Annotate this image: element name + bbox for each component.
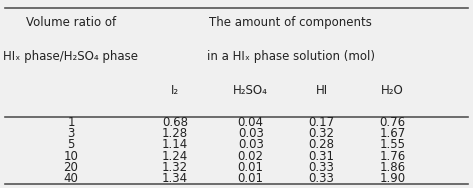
Text: 1.28: 1.28 (162, 127, 188, 140)
Text: 1.55: 1.55 (380, 138, 405, 151)
Text: 0.76: 0.76 (379, 116, 406, 129)
Text: 0.03: 0.03 (238, 127, 263, 140)
Text: 0.33: 0.33 (309, 161, 334, 174)
Text: 0.04: 0.04 (238, 116, 263, 129)
Text: H₂SO₄: H₂SO₄ (233, 84, 268, 97)
Text: 20: 20 (63, 161, 79, 174)
Text: 1.14: 1.14 (162, 138, 188, 151)
Text: 0.31: 0.31 (309, 149, 334, 163)
Text: 0.02: 0.02 (238, 149, 263, 163)
Text: Volume ratio of: Volume ratio of (26, 16, 116, 29)
Text: HIₓ phase/H₂SO₄ phase: HIₓ phase/H₂SO₄ phase (3, 50, 139, 63)
Text: 1.32: 1.32 (162, 161, 188, 174)
Text: 5: 5 (67, 138, 75, 151)
Text: 0.33: 0.33 (309, 172, 334, 185)
Text: 0.68: 0.68 (162, 116, 188, 129)
Text: 3: 3 (67, 127, 75, 140)
Text: 10: 10 (63, 149, 79, 163)
Text: 1.67: 1.67 (379, 127, 406, 140)
Text: 1.90: 1.90 (379, 172, 406, 185)
Text: H₂O: H₂O (381, 84, 404, 97)
Text: 0.32: 0.32 (309, 127, 334, 140)
Text: 40: 40 (63, 172, 79, 185)
Text: 0.01: 0.01 (238, 172, 263, 185)
Text: HI: HI (315, 84, 328, 97)
Text: 0.01: 0.01 (238, 161, 263, 174)
Text: 1.76: 1.76 (379, 149, 406, 163)
Text: 0.28: 0.28 (309, 138, 334, 151)
Text: 1: 1 (67, 116, 75, 129)
Text: in a HIₓ phase solution (mol): in a HIₓ phase solution (mol) (207, 50, 375, 63)
Text: 1.34: 1.34 (162, 172, 188, 185)
Text: The amount of components: The amount of components (210, 16, 372, 29)
Text: I₂: I₂ (171, 84, 179, 97)
Text: 0.17: 0.17 (308, 116, 335, 129)
Text: 1.86: 1.86 (379, 161, 406, 174)
Text: 0.03: 0.03 (238, 138, 263, 151)
Text: 1.24: 1.24 (162, 149, 188, 163)
